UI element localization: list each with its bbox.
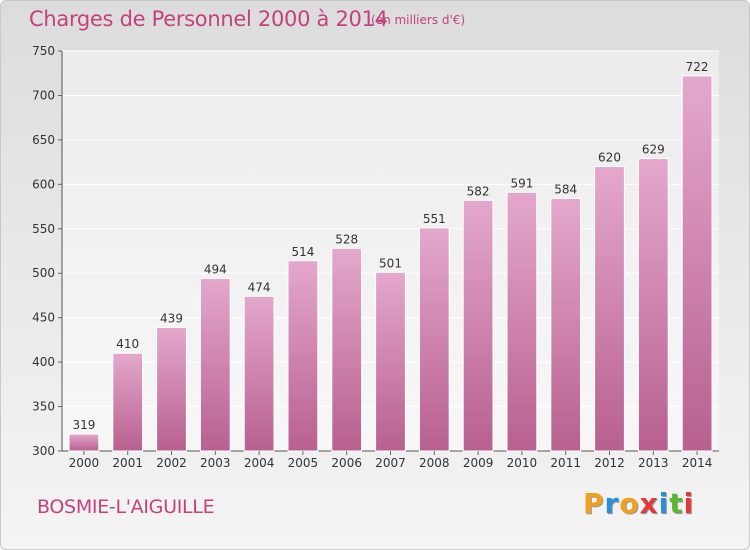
logo-letter: i <box>683 487 695 520</box>
bar-2005 <box>287 260 319 452</box>
y-tick-label: 400 <box>32 355 55 369</box>
bar-2008 <box>418 227 450 452</box>
data-label-2001: 410 <box>116 337 139 351</box>
data-label-2007: 501 <box>379 256 402 270</box>
data-label-2008: 551 <box>423 212 446 226</box>
chart-subtitle: (en milliers d'€) <box>371 13 466 27</box>
x-tick-label-2001: 2001 <box>112 456 143 470</box>
location-name: BOSMIE-L'AIGUILLE <box>37 496 215 518</box>
x-tick-label-2002: 2002 <box>156 456 187 470</box>
x-tick-label-2008: 2008 <box>419 456 450 470</box>
logo-letter: o <box>619 487 640 520</box>
x-tick-label-2005: 2005 <box>288 456 319 470</box>
y-tick-label: 700 <box>32 88 55 102</box>
bar-2001 <box>112 352 144 452</box>
y-tick-label: 600 <box>32 177 55 191</box>
y-tick-label: 750 <box>32 44 55 58</box>
bar-2013 <box>637 158 669 452</box>
x-tick-label-2014: 2014 <box>682 456 713 470</box>
bar-2006 <box>331 247 363 452</box>
x-tick-label-2009: 2009 <box>463 456 494 470</box>
y-tick-label: 450 <box>32 311 55 325</box>
data-label-2004: 474 <box>248 280 271 294</box>
y-tick-label: 500 <box>32 266 55 280</box>
x-tick-label-2010: 2010 <box>507 456 538 470</box>
data-label-2010: 591 <box>510 176 533 190</box>
bar-2009 <box>462 199 494 452</box>
logo-letter: r <box>604 487 620 520</box>
data-label-2011: 584 <box>554 183 577 197</box>
data-label-2005: 514 <box>291 245 314 259</box>
x-tick-label-2013: 2013 <box>638 456 669 470</box>
data-label-2006: 528 <box>335 232 358 246</box>
data-label-2009: 582 <box>467 184 490 198</box>
bar-2002 <box>156 326 187 452</box>
y-tick-label: 550 <box>32 222 55 236</box>
x-tick-label-2000: 2000 <box>69 456 100 470</box>
x-tick-label-2003: 2003 <box>200 456 231 470</box>
logo-letter: x <box>639 487 659 520</box>
x-tick-label-2012: 2012 <box>594 456 625 470</box>
data-label-2014: 722 <box>686 60 709 74</box>
chart-title: Charges de Personnel 2000 à 2014 <box>29 7 388 31</box>
bar-2010 <box>506 191 538 452</box>
logo-letter: t <box>669 487 684 520</box>
data-label-2003: 494 <box>204 263 227 277</box>
y-tick-label: 650 <box>32 133 55 147</box>
x-tick-label-2006: 2006 <box>331 456 362 470</box>
bar-2007 <box>375 271 406 452</box>
y-tick-label: 300 <box>32 444 55 458</box>
bar-2011 <box>550 198 582 452</box>
bar-2012 <box>594 166 625 452</box>
data-label-2000: 319 <box>72 418 95 432</box>
data-label-2013: 629 <box>642 143 665 157</box>
x-tick-label-2007: 2007 <box>375 456 406 470</box>
bar-2003 <box>199 278 231 452</box>
bar-2014 <box>681 75 713 452</box>
data-label-2002: 439 <box>160 311 183 325</box>
y-tick-label: 350 <box>32 400 55 414</box>
data-label-2012: 620 <box>598 151 621 165</box>
logo-letter: P <box>583 487 605 520</box>
bar-2004 <box>243 295 275 452</box>
logo-letter: i <box>658 487 670 520</box>
bar-2000 <box>68 433 100 452</box>
x-tick-label-2011: 2011 <box>550 456 581 470</box>
x-tick-label-2004: 2004 <box>244 456 275 470</box>
proxiti-logo: Proxiti <box>583 487 694 520</box>
